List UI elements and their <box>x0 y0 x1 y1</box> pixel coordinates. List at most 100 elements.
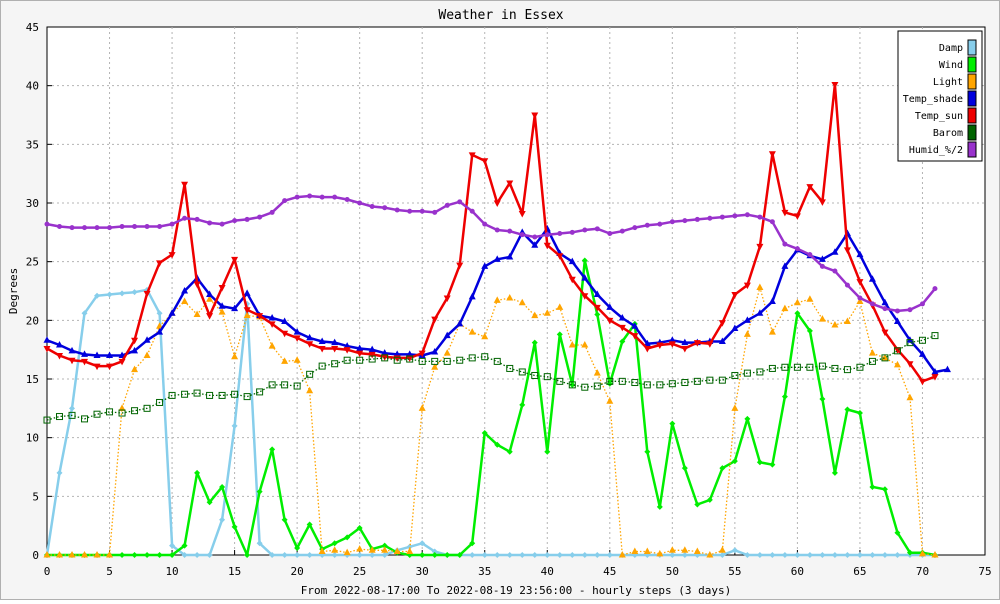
data-point-damp <box>894 552 901 558</box>
data-point-temp-sun <box>243 307 251 314</box>
data-point-humid-2 <box>219 221 225 227</box>
data-point-humid-2 <box>257 214 263 220</box>
data-point-temp-shade <box>893 317 901 325</box>
data-point-barom <box>343 356 351 364</box>
data-point-humid-2 <box>494 227 500 233</box>
data-point-humid-2 <box>657 221 663 227</box>
data-point-light <box>643 547 651 554</box>
data-point-humid-2 <box>282 198 288 204</box>
data-point-temp-shade <box>106 351 114 359</box>
data-point-damp <box>331 552 338 558</box>
data-point-temp-shade <box>818 255 826 262</box>
data-point-wind <box>569 381 576 388</box>
data-point-barom <box>481 353 489 361</box>
chart-title: Weather in Essex <box>438 8 563 23</box>
data-point-temp-sun <box>568 276 576 284</box>
data-point-temp-shade <box>881 298 889 306</box>
data-point-wind <box>544 448 551 455</box>
data-point-barom <box>893 347 901 355</box>
data-point-wind <box>531 339 538 346</box>
data-point-humid-2 <box>394 207 400 213</box>
data-point-temp-sun <box>181 181 189 189</box>
data-point-wind <box>181 542 188 549</box>
series-light <box>43 283 939 558</box>
data-point-light <box>231 352 239 360</box>
data-point-light <box>293 356 301 363</box>
data-point-barom <box>618 377 626 385</box>
data-point-humid-2 <box>894 308 900 314</box>
data-point-damp <box>269 552 276 558</box>
data-point-light <box>356 545 364 552</box>
data-point-barom <box>356 356 364 364</box>
data-point-damp <box>431 548 438 555</box>
data-point-temp-shade <box>743 316 751 323</box>
data-point-temp-shade <box>181 287 189 294</box>
data-point-barom <box>781 363 789 371</box>
x-tick-label: 55 <box>728 565 741 578</box>
data-point-temp-shade <box>131 346 139 354</box>
data-point-temp-shade <box>581 274 589 281</box>
data-point-damp <box>506 552 513 558</box>
data-point-wind <box>419 552 426 558</box>
y-tick-label: 5 <box>32 490 39 503</box>
data-point-temp-sun <box>756 243 764 251</box>
data-point-light <box>118 404 126 411</box>
data-point-humid-2 <box>294 194 300 200</box>
data-point-wind <box>131 552 138 558</box>
data-point-light <box>581 340 589 348</box>
data-point-barom <box>693 377 701 385</box>
data-point-humid-2 <box>82 225 88 231</box>
data-point-light <box>843 317 851 325</box>
data-point-temp-shade <box>918 350 926 357</box>
data-point-barom <box>143 404 151 412</box>
data-point-barom <box>593 382 601 390</box>
data-point-damp <box>306 552 313 558</box>
data-point-barom <box>231 390 239 398</box>
y-tick-label: 40 <box>26 80 39 93</box>
data-point-barom <box>531 371 539 379</box>
data-point-wind <box>119 552 126 558</box>
data-point-barom <box>268 381 276 389</box>
data-point-light <box>893 360 901 368</box>
data-point-damp <box>794 552 801 558</box>
data-point-temp-sun <box>893 347 901 354</box>
data-point-barom <box>581 383 589 391</box>
data-point-damp <box>494 552 501 558</box>
data-point-temp-shade <box>393 350 401 357</box>
data-point-humid-2 <box>407 208 413 214</box>
legend-label-wind: Wind <box>939 60 963 71</box>
data-point-temp-shade <box>406 350 414 357</box>
data-point-humid-2 <box>769 219 775 225</box>
data-point-wind <box>431 552 438 558</box>
data-point-temp-sun <box>293 335 301 342</box>
y-tick-label: 20 <box>26 314 39 327</box>
data-point-temp-shade <box>531 241 539 248</box>
data-point-barom <box>818 362 826 370</box>
data-point-temp-sun <box>781 209 789 217</box>
data-point-barom <box>643 381 651 389</box>
data-point-light <box>706 551 714 558</box>
data-point-barom <box>393 356 401 364</box>
data-point-temp-shade <box>718 337 726 344</box>
data-point-damp <box>731 547 738 554</box>
data-point-temp-sun <box>81 358 89 366</box>
data-point-wind <box>194 469 201 476</box>
data-point-light <box>206 295 214 302</box>
series-wind <box>44 257 938 558</box>
data-point-temp-shade <box>781 262 789 269</box>
data-point-damp <box>381 552 388 558</box>
data-point-light <box>593 369 601 376</box>
data-point-humid-2 <box>519 232 525 238</box>
data-point-damp <box>156 310 163 317</box>
data-point-temp-sun <box>418 350 426 358</box>
data-point-temp-sun <box>881 329 889 337</box>
data-point-light <box>181 297 189 305</box>
data-point-light <box>331 546 339 553</box>
data-point-wind <box>494 441 501 448</box>
data-point-temp-sun <box>843 247 851 254</box>
data-point-damp <box>531 552 538 558</box>
data-point-wind <box>206 499 213 506</box>
data-point-damp <box>569 552 576 558</box>
data-point-barom <box>106 408 114 416</box>
